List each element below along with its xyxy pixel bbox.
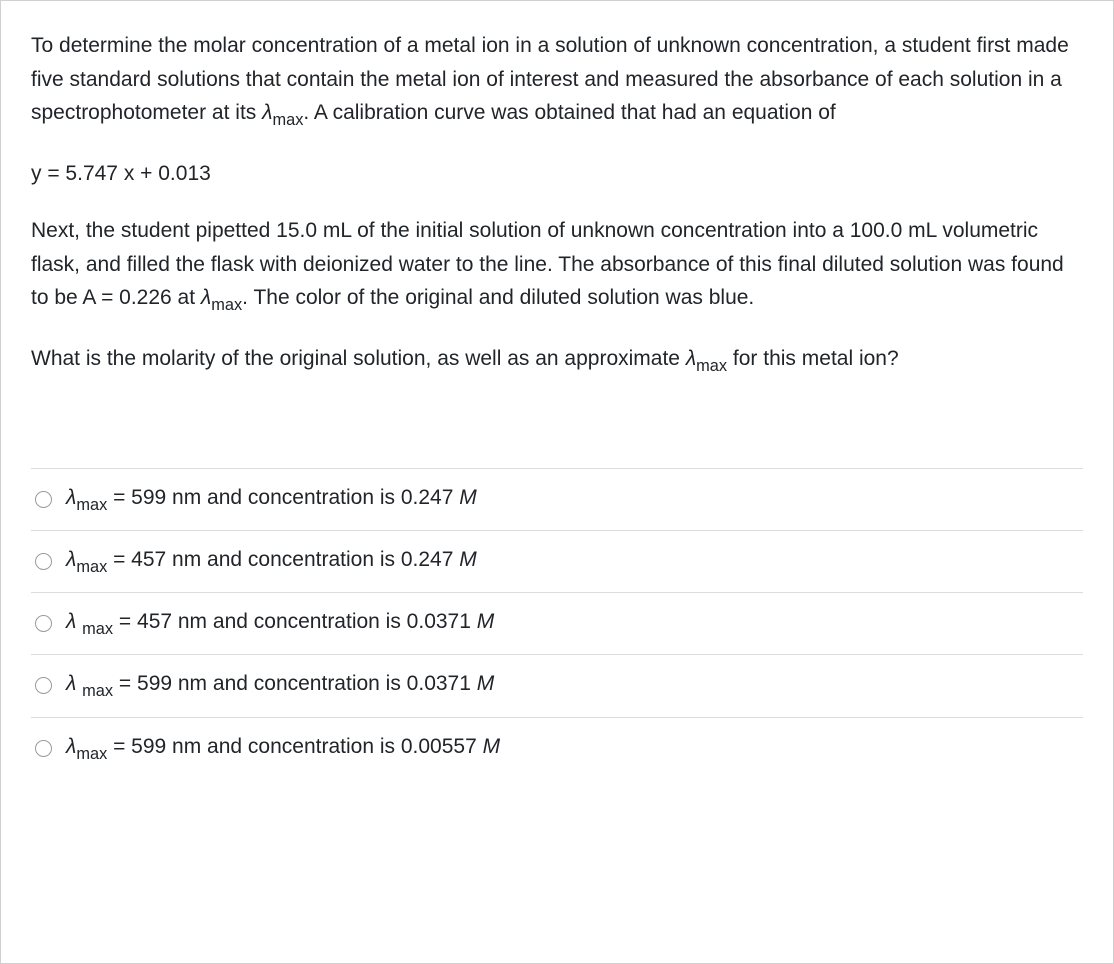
answer-options: λmax = 599 nm and concentration is 0.247… [31,468,1083,779]
lambda-subscript: max [76,558,107,576]
option-label: λmax = 599 nm and concentration is 0.005… [66,732,500,765]
lambda-subscript: max [82,620,113,638]
option-1[interactable]: λmax = 599 nm and concentration is 0.247… [31,468,1083,530]
paragraph-3: What is the molarity of the original sol… [31,342,1083,378]
radio-icon[interactable] [35,491,52,508]
paragraph-1: To determine the molar concentration of … [31,29,1083,133]
p3-text-post: for this metal ion? [727,347,899,370]
lambda-subscript: max [82,682,113,700]
lambda-symbol: λ [201,286,211,309]
lambda-symbol: λ [66,672,82,695]
option-label: λ max = 457 nm and concentration is 0.03… [66,607,494,640]
radio-icon[interactable] [35,740,52,757]
p1-text-post: . A calibration curve was obtained that … [303,101,835,124]
option-text: = 457 nm and concentration is 0.247 [107,548,459,571]
unit-molar: M [459,548,477,571]
lambda-symbol: λ [66,735,76,758]
option-text: = 599 nm and concentration is 0.247 [107,486,459,509]
lambda-subscript: max [76,745,107,763]
option-3[interactable]: λ max = 457 nm and concentration is 0.03… [31,592,1083,654]
option-label: λ max = 599 nm and concentration is 0.03… [66,669,494,702]
lambda-symbol: λ [686,347,696,370]
question-container: To determine the molar concentration of … [0,0,1114,964]
option-text: = 457 nm and concentration is 0.0371 [113,610,477,633]
radio-icon[interactable] [35,553,52,570]
unit-molar: M [459,486,477,509]
option-5[interactable]: λmax = 599 nm and concentration is 0.005… [31,717,1083,779]
p2-text-post: . The color of the original and diluted … [242,286,754,309]
lambda-subscript: max [696,357,727,375]
option-label: λmax = 457 nm and concentration is 0.247… [66,545,477,578]
option-2[interactable]: λmax = 457 nm and concentration is 0.247… [31,530,1083,592]
lambda-subscript: max [211,296,242,314]
lambda-symbol: λ [66,486,76,509]
radio-icon[interactable] [35,677,52,694]
lambda-symbol: λ [66,548,76,571]
calibration-equation: y = 5.747 x + 0.013 [31,157,1083,191]
option-4[interactable]: λ max = 599 nm and concentration is 0.03… [31,654,1083,716]
lambda-subscript: max [76,496,107,514]
unit-molar: M [483,735,501,758]
radio-icon[interactable] [35,615,52,632]
unit-molar: M [477,610,495,633]
lambda-subscript: max [272,111,303,129]
paragraph-2: Next, the student pipetted 15.0 mL of th… [31,214,1083,318]
p3-text-pre: What is the molarity of the original sol… [31,347,686,370]
lambda-symbol: λ [262,101,272,124]
lambda-symbol: λ [66,610,82,633]
option-label: λmax = 599 nm and concentration is 0.247… [66,483,477,516]
option-text: = 599 nm and concentration is 0.00557 [107,735,482,758]
unit-molar: M [477,672,495,695]
option-text: = 599 nm and concentration is 0.0371 [113,672,477,695]
